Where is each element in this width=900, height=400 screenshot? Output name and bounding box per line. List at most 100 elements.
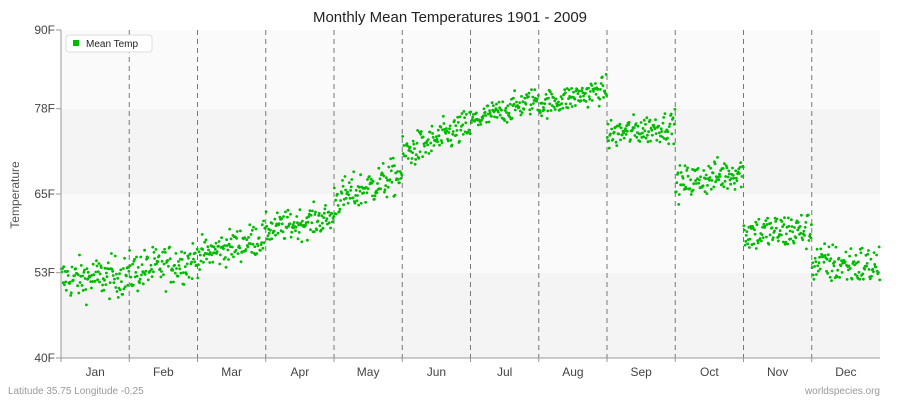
data-point [722,185,726,189]
data-point [861,272,865,276]
legend: Mean Temp [65,34,153,53]
data-point [383,190,386,194]
data-point [135,274,139,278]
data-point [275,211,279,215]
data-point [384,184,388,188]
data-point [672,142,676,146]
data-point [689,193,693,196]
data-point [517,105,521,109]
data-point [479,123,483,126]
data-point [738,172,741,175]
data-point [349,189,352,192]
data-point [182,271,185,274]
data-point [125,274,128,278]
data-point [869,257,873,261]
data-point [529,103,533,107]
data-point [307,215,310,219]
data-point [832,264,836,268]
data-point [73,274,76,277]
data-point [108,297,111,301]
data-point [837,256,841,260]
data-point [601,84,605,88]
data-point [872,251,876,255]
data-point [270,237,274,241]
data-point [833,260,836,264]
data-point [379,187,382,191]
data-point [453,119,456,122]
data-point [113,254,117,258]
data-point [141,282,145,286]
data-point [319,228,323,232]
data-point [520,111,524,114]
data-point [794,236,798,240]
data-point [270,222,274,225]
data-point [648,118,652,122]
data-point [70,265,74,269]
data-point [666,136,669,140]
data-point [331,220,334,224]
data-point [287,224,290,228]
data-point [208,261,212,264]
data-point [823,254,827,257]
data-point [822,260,826,264]
data-point [564,91,567,95]
chart-title: Monthly Mean Temperatures 1901 - 2009 [313,9,587,26]
data-point [488,109,491,112]
data-point [444,131,448,135]
data-point [150,275,154,278]
data-point [261,246,265,250]
data-point [825,269,828,273]
data-point [95,259,98,263]
data-point [446,139,450,143]
data-point [530,88,533,91]
data-point [829,257,833,260]
data-point [552,96,555,99]
data-point [225,238,229,242]
data-point [538,109,542,112]
data-point [788,229,792,233]
data-point [247,236,250,239]
data-point [277,222,281,226]
data-point [198,268,202,271]
data-point [429,141,433,145]
data-point [508,102,512,106]
data-point [503,119,506,122]
data-point [134,271,138,274]
data-point [309,213,313,217]
data-point [654,118,657,122]
x-tick-label: Dec [835,365,856,379]
data-point [642,135,645,139]
data-point [708,176,712,179]
data-point [399,177,403,180]
data-point [61,281,65,285]
data-point [298,208,302,212]
data-point [90,286,93,290]
data-point [681,176,685,180]
data-point [631,128,634,132]
data-point [314,210,317,214]
data-point [438,143,441,147]
data-point [802,229,806,233]
y-tick-label: 65F [34,187,55,201]
data-point [762,222,766,226]
data-point [469,110,473,114]
data-point [359,173,362,177]
data-point [619,138,622,142]
data-point [758,237,762,240]
data-point [234,248,238,252]
data-point [614,140,618,144]
data-point [605,136,609,139]
data-point [785,232,788,236]
data-point [780,220,784,223]
data-point [580,86,584,90]
data-point [322,216,326,220]
data-point [121,267,125,270]
data-point [177,264,181,267]
data-point [546,109,550,113]
data-point [668,122,672,126]
data-point [752,242,756,246]
data-point [103,266,107,270]
data-point [435,138,439,141]
data-point [561,106,565,110]
data-point [83,277,87,280]
